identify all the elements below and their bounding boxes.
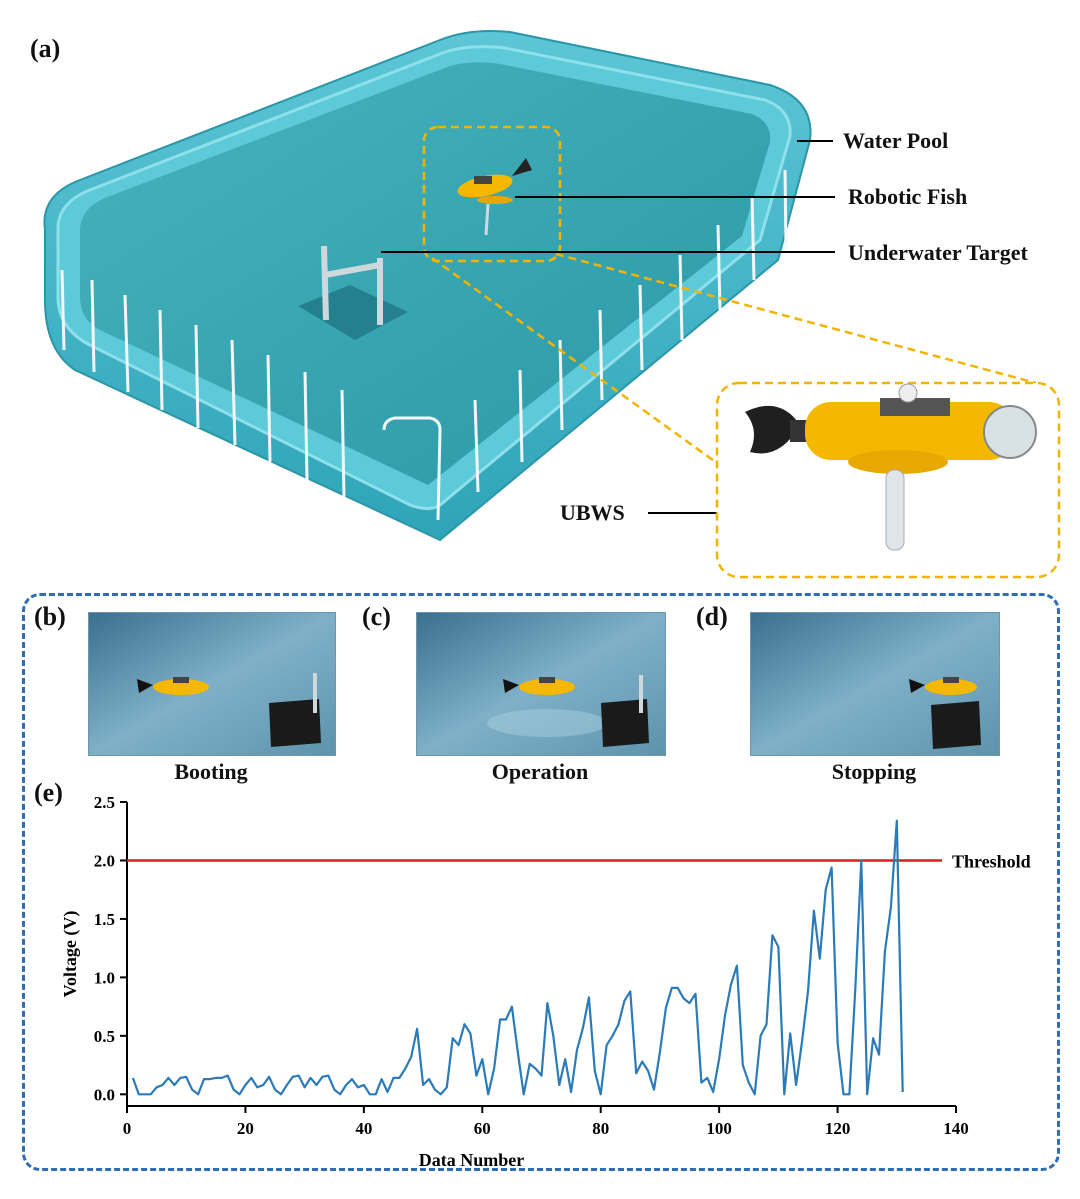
callout-underwater-target: Underwater Target	[848, 240, 1028, 265]
fish-highlight-box	[422, 125, 562, 263]
voltage-chart: 0 20 40 60 80 100 120 140 0.0 0.5 1.0 1.5 2.0 2.5 Data…	[60, 793, 1031, 1170]
x-tick-label: 100	[706, 1119, 732, 1138]
caption-booting: Booting	[174, 759, 248, 784]
panel-a-label: (a)	[30, 34, 61, 63]
x-tick-label: 20	[237, 1119, 254, 1138]
x-tick-label: 120	[825, 1119, 851, 1138]
y-axis-label: Voltage (V)	[60, 911, 81, 998]
panel-e-label: (e)	[34, 778, 63, 807]
y-tick-label: 2.0	[94, 851, 115, 870]
voltage-series-line	[131, 819, 904, 1096]
callout-robotic-fish: Robotic Fish	[848, 184, 968, 209]
y-tick-label: 1.0	[94, 968, 115, 987]
zoomed-robotic-fish	[745, 383, 1037, 551]
x-tick-label: 60	[474, 1119, 491, 1138]
caption-stopping: Stopping	[831, 759, 917, 784]
panel-b-label: (b)	[34, 602, 66, 631]
pool-illustration	[43, 30, 1061, 579]
photo-stopping	[750, 612, 1000, 756]
threshold-label: Threshold	[952, 851, 1031, 871]
x-tick-label: 40	[355, 1119, 372, 1138]
x-axis-label: Data Number	[419, 1150, 525, 1170]
photo-operation	[416, 612, 666, 756]
water-surface	[80, 62, 771, 486]
photo-booting	[88, 612, 336, 756]
y-tick-label: 0.0	[94, 1085, 115, 1104]
y-tick-label: 1.5	[94, 910, 115, 929]
panel-c-label: (c)	[362, 602, 391, 631]
pool-robotic-fish	[457, 158, 532, 236]
target-frame	[321, 245, 383, 325]
group-box	[22, 593, 1060, 1171]
x-tick-label: 140	[943, 1119, 969, 1138]
y-tick-label: 0.5	[94, 1027, 115, 1046]
y-tick-label: 2.5	[94, 793, 115, 812]
chart-marks: Threshold	[127, 819, 1031, 1096]
callout-water-pool: Water Pool	[843, 128, 949, 153]
caption-operation: Operation	[491, 759, 589, 784]
pool-legs	[60, 169, 788, 521]
panel-d-label: (d)	[696, 602, 728, 631]
x-tick-label: 0	[123, 1119, 132, 1138]
x-tick-label: 80	[592, 1119, 609, 1138]
chart-axes: 0 20 40 60 80 100 120 140 0.0 0.5 1.0 1.5 2.0 2.5 Data…	[60, 793, 969, 1170]
callout-ubws: UBWS	[560, 500, 625, 525]
